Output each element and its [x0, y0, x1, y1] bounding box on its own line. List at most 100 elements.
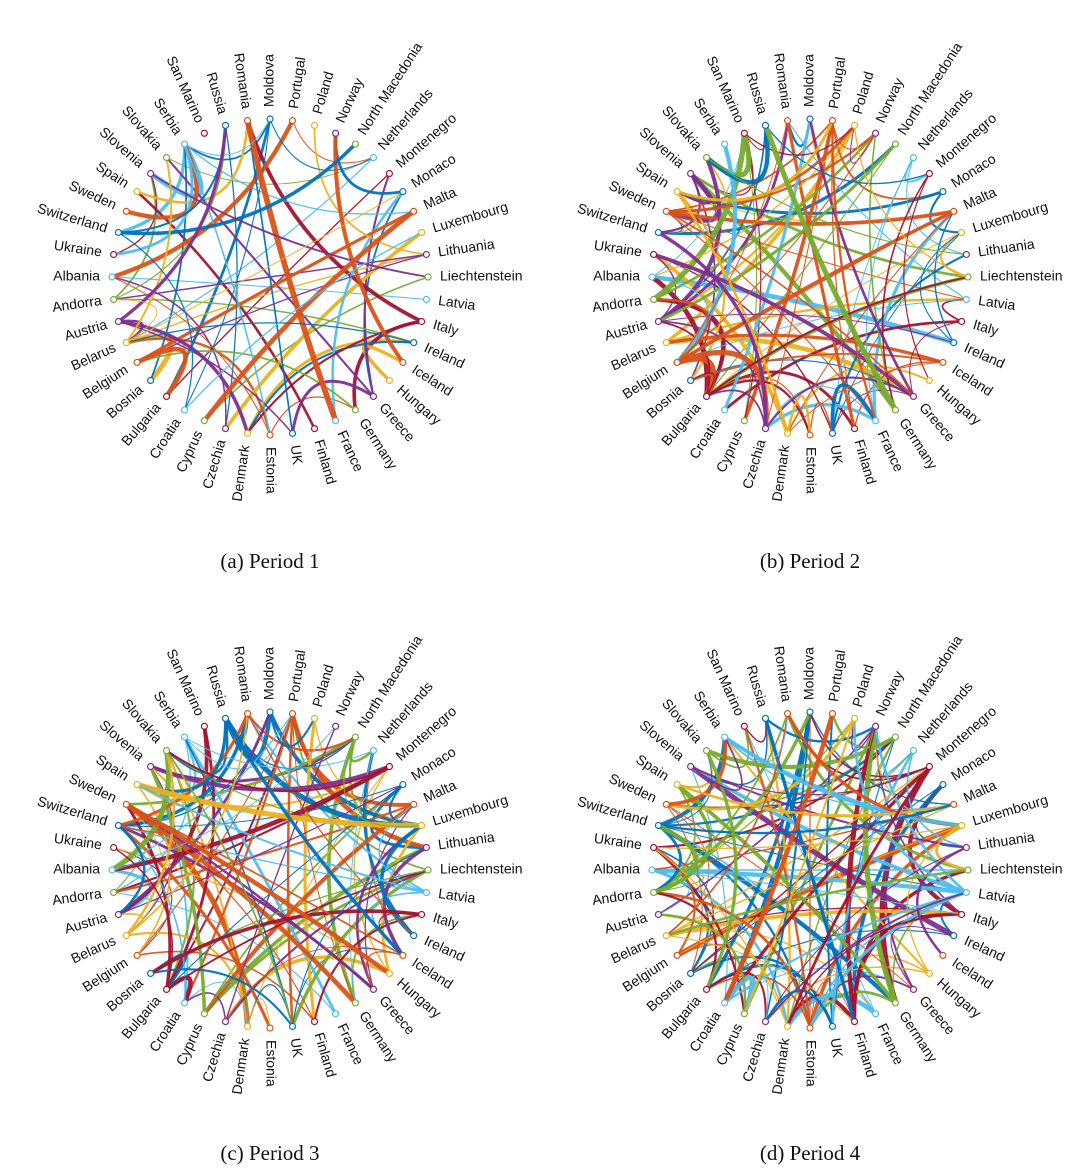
edge	[705, 379, 812, 436]
node-label: Ukraine	[593, 237, 643, 260]
node	[686, 762, 695, 771]
node	[783, 429, 792, 437]
node	[662, 207, 670, 215]
node	[654, 910, 663, 919]
edge	[676, 299, 967, 363]
edge	[853, 361, 943, 429]
node	[114, 228, 123, 237]
node-label: Andorra	[51, 885, 103, 908]
node	[410, 932, 418, 940]
edge	[906, 750, 967, 849]
node	[720, 999, 729, 1007]
node	[422, 888, 430, 897]
node-label: Lithuania	[437, 235, 496, 259]
node	[648, 273, 656, 281]
node-label: Denmark	[228, 1036, 252, 1095]
node-label: Moldova	[801, 54, 817, 107]
edge	[117, 125, 228, 323]
node	[332, 129, 340, 137]
edge	[225, 945, 404, 1022]
edge	[353, 766, 390, 974]
node-label: Italy	[971, 909, 1000, 932]
node-label: Andorra	[591, 885, 643, 908]
edge	[786, 913, 962, 1027]
edge	[765, 386, 877, 429]
node-label: Spain	[93, 158, 132, 191]
node	[673, 187, 681, 196]
node-label: UK	[288, 444, 307, 466]
node	[828, 1022, 837, 1030]
edge	[690, 372, 715, 397]
node-label: Portugal	[825, 649, 848, 703]
node	[850, 121, 859, 130]
node-label: UK	[288, 1037, 307, 1059]
edge	[665, 868, 969, 937]
edge	[125, 803, 316, 1022]
node	[108, 273, 116, 281]
node	[351, 406, 360, 414]
edge	[113, 846, 174, 990]
node-label: Poland	[849, 662, 877, 708]
node	[180, 733, 189, 741]
node	[850, 1017, 859, 1026]
node	[424, 866, 432, 874]
edge	[705, 125, 770, 185]
node-label: Portugal	[285, 56, 308, 110]
node	[925, 762, 934, 771]
node	[110, 250, 118, 259]
edge	[764, 717, 877, 743]
edge	[224, 726, 337, 1022]
node-label: Denmark	[768, 443, 792, 502]
edge	[676, 172, 712, 205]
node	[114, 317, 123, 326]
caption: (c) Period 3	[220, 1141, 319, 1165]
edge	[126, 322, 414, 344]
edge	[724, 974, 769, 1022]
node	[909, 392, 918, 401]
node-label: Cyprus	[173, 1021, 206, 1068]
edge	[763, 124, 898, 412]
edge	[916, 846, 967, 957]
node	[399, 951, 407, 960]
node-label: Moldova	[801, 647, 817, 700]
node	[310, 121, 319, 130]
edge	[653, 891, 718, 990]
node	[310, 1017, 319, 1026]
edge	[831, 253, 967, 434]
node	[962, 843, 970, 852]
edge	[653, 846, 696, 956]
node	[783, 710, 792, 718]
edge	[665, 717, 856, 811]
node	[332, 722, 340, 730]
node	[162, 985, 171, 994]
edge	[136, 765, 185, 807]
node	[650, 888, 658, 897]
edge	[291, 847, 427, 1027]
node-label: Lithuania	[977, 235, 1036, 259]
node	[964, 273, 972, 281]
node	[385, 376, 394, 385]
node	[266, 1024, 274, 1032]
node-label: Moldova	[261, 647, 277, 700]
edge	[118, 784, 404, 916]
node	[761, 121, 770, 130]
node-label: Romania	[231, 645, 255, 703]
node	[162, 153, 171, 162]
node	[872, 722, 880, 730]
node-label: North Macedonia	[894, 632, 965, 731]
node-label: Spain	[633, 158, 672, 191]
node-label: Lithuania	[977, 828, 1036, 852]
node	[891, 999, 900, 1007]
node	[909, 746, 918, 755]
node	[686, 169, 695, 178]
node	[114, 821, 123, 830]
edge	[665, 765, 930, 937]
edge	[653, 713, 789, 894]
node	[950, 800, 958, 808]
node	[369, 392, 378, 401]
node-label: Latvia	[437, 885, 476, 906]
edge	[245, 120, 423, 324]
